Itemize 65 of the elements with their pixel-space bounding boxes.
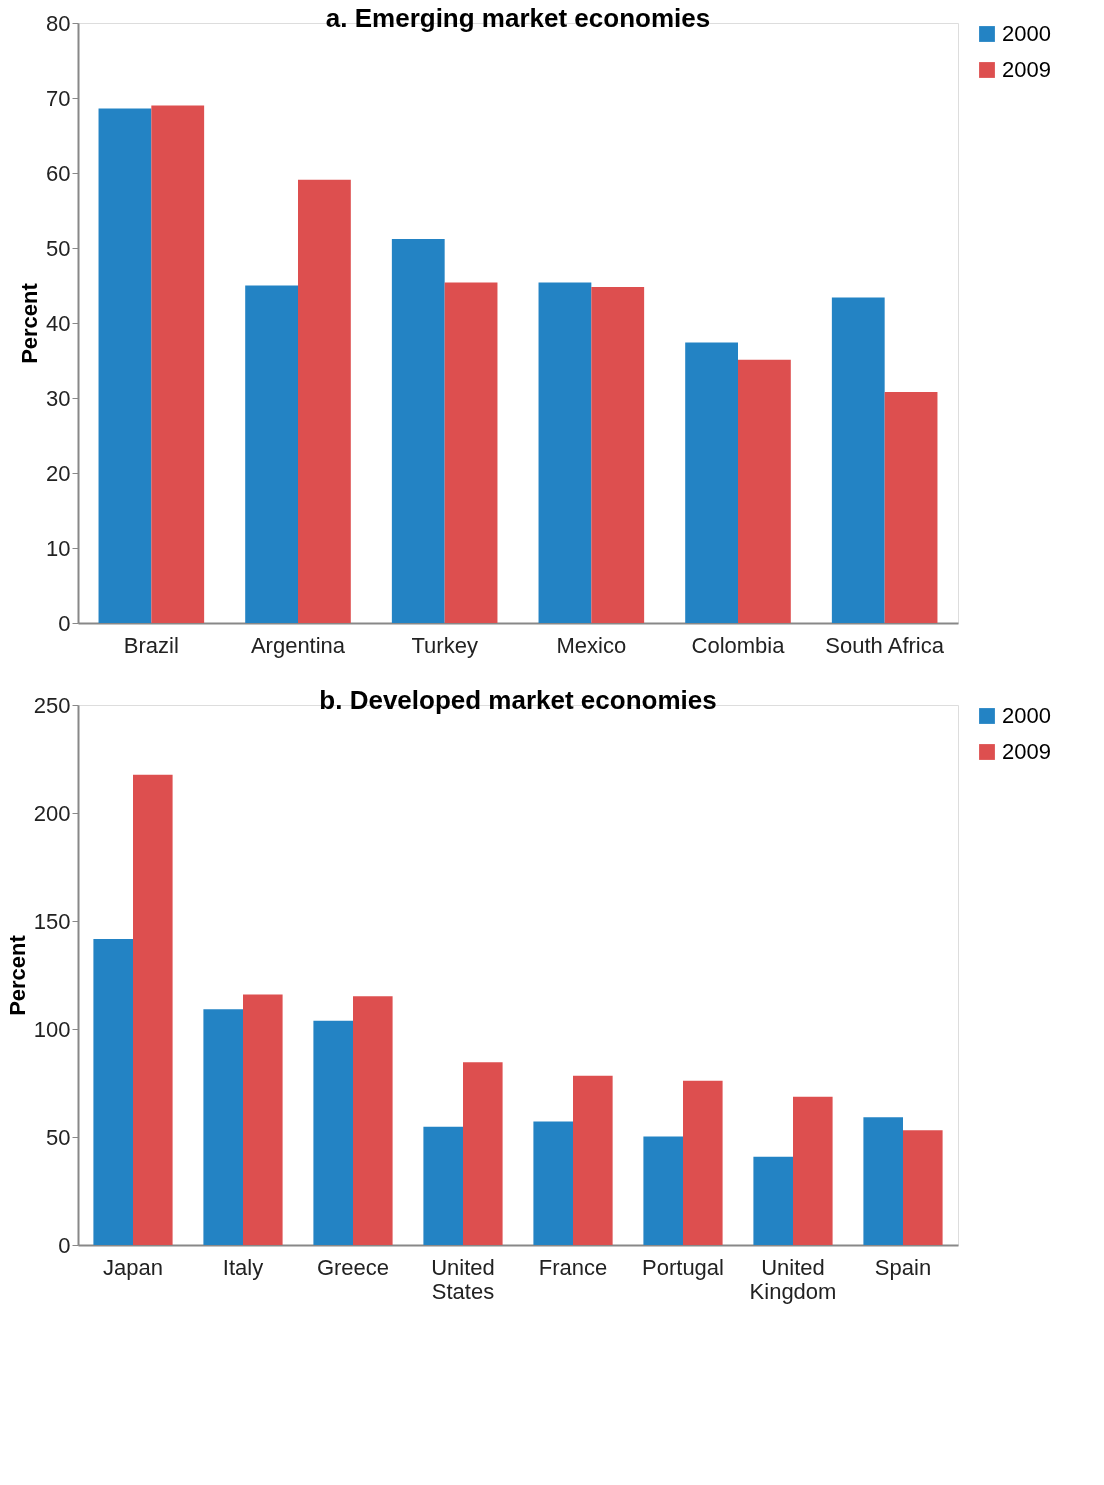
legend-label: 2000 — [1002, 21, 1051, 46]
y-tick-label: 30 — [46, 385, 71, 411]
y-tick-label: 40 — [46, 310, 71, 336]
y-tick-label: 150 — [33, 908, 71, 934]
x-tick-label: Colombia — [691, 632, 786, 658]
bar — [591, 287, 645, 623]
bar — [884, 392, 938, 623]
bar — [753, 1156, 793, 1245]
x-tick-label: South Africa — [825, 632, 945, 658]
y-tick-label: 50 — [46, 1124, 71, 1150]
bar — [683, 1080, 723, 1245]
y-tick-label: 80 — [46, 10, 71, 36]
bar — [643, 1136, 683, 1245]
x-tick-label: Portugal — [642, 1254, 724, 1280]
bar — [93, 938, 133, 1245]
bar — [573, 1075, 613, 1245]
bar — [98, 108, 152, 623]
x-tick-label: United Kingdom — [749, 1254, 837, 1304]
chart-title: a. Emerging market economies — [325, 3, 711, 33]
bar — [831, 297, 885, 623]
bar — [738, 359, 791, 623]
y-tick-label: 200 — [33, 800, 71, 826]
y-tick-label: 60 — [46, 160, 71, 186]
bar — [793, 1096, 833, 1245]
x-tick-label: France — [538, 1254, 608, 1280]
y-tick-label: 250 — [33, 692, 71, 718]
y-tick-label: 10 — [46, 535, 71, 561]
x-tick-label: United States — [431, 1254, 495, 1304]
y-axis-title: Percent — [4, 934, 30, 1016]
y-tick-label: 50 — [46, 235, 71, 261]
x-tick-label: Turkey — [411, 632, 478, 658]
y-axis-title: Percent — [17, 282, 43, 364]
bar — [533, 1121, 573, 1245]
bar — [313, 1020, 353, 1245]
bar — [353, 996, 393, 1245]
legend-label: 2009 — [1002, 739, 1051, 764]
bar — [903, 1130, 943, 1245]
x-tick-label: Greece — [316, 1254, 390, 1280]
y-tick-label: 20 — [46, 460, 71, 486]
chart-title: b. Developed market economies — [319, 685, 717, 715]
x-tick-label: Mexico — [556, 632, 627, 658]
x-tick-label: Argentina — [250, 632, 346, 658]
bar — [203, 1009, 243, 1245]
bar — [245, 285, 298, 623]
x-tick-label: Japan — [103, 1254, 163, 1280]
legend-label: 2000 — [1002, 703, 1051, 728]
y-tick-label: 100 — [33, 1016, 71, 1042]
x-tick-label: Italy — [222, 1254, 264, 1280]
bar — [863, 1117, 903, 1245]
x-tick-label: Spain — [874, 1254, 932, 1280]
bar — [391, 239, 445, 623]
bar — [151, 105, 205, 623]
bar — [423, 1126, 463, 1245]
bar — [463, 1062, 503, 1245]
bar — [133, 774, 173, 1245]
bar — [538, 282, 592, 623]
bar — [685, 342, 738, 623]
y-tick-label: 70 — [46, 85, 71, 111]
y-tick-label: 0 — [58, 610, 71, 636]
bar — [444, 282, 498, 623]
x-tick-label: Brazil — [123, 632, 179, 658]
y-tick-label: 0 — [58, 1232, 71, 1258]
bar — [298, 179, 351, 623]
bar — [243, 994, 283, 1245]
legend-label: 2009 — [1002, 57, 1051, 82]
